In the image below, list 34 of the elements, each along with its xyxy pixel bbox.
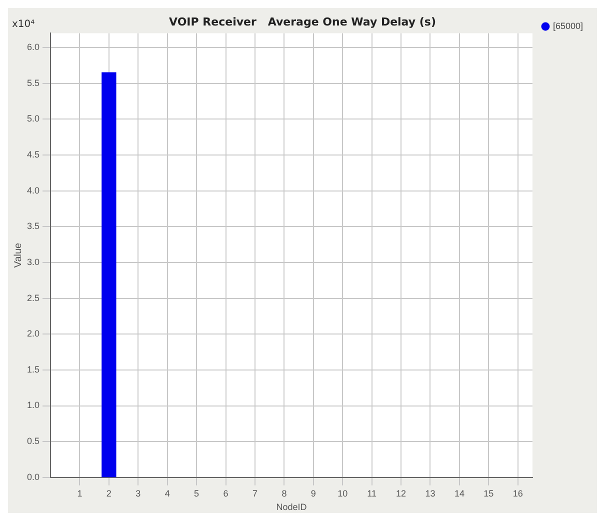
x-tick-label: 15 (484, 488, 494, 498)
y-tick-label: 2.0 (26, 328, 40, 339)
y-tick-label: 5.5 (26, 78, 40, 88)
x-tick-label: 6 (223, 488, 228, 498)
y-tick-label: 5.0 (26, 114, 40, 124)
y-tick-label: 2.5 (26, 292, 40, 303)
x-tick-label: 16 (512, 488, 523, 498)
chart-title: VOIP Receiver Average One Way Delay (s) (169, 15, 436, 28)
x-tick-label: 7 (252, 488, 258, 498)
x-tick-label: 1 (77, 488, 82, 498)
x-tick-label: 12 (396, 488, 406, 498)
x-tick-label: 3 (136, 488, 141, 498)
x-tick-label: 10 (338, 488, 348, 498)
x-tick-label: 14 (454, 488, 464, 498)
legend-label: [65000] (552, 20, 584, 31)
y-tick-label: 1.5 (26, 364, 40, 374)
y-tick-label: 1.0 (26, 400, 40, 410)
x-tick-label: 8 (282, 488, 287, 498)
y-tick-label: 3.5 (26, 221, 40, 232)
y-tick-label: 0.0 (26, 472, 40, 482)
x-axis-title: NodeID (276, 502, 308, 512)
y-tick-label: 4.5 (26, 149, 40, 160)
y-tick-label: 6.0 (26, 42, 40, 52)
x-tick-label: 5 (194, 488, 200, 498)
y-axis-title: Value (12, 242, 24, 268)
x-tick-label: 11 (367, 488, 376, 498)
x-tick-label: 13 (425, 488, 436, 498)
y-tick-label: 0.5 (26, 436, 40, 446)
y-tick-label: 4.0 (26, 185, 40, 196)
y-tick-label: 3.0 (26, 256, 40, 267)
text: x10⁴ (12, 18, 35, 30)
x-tick-label: 9 (310, 488, 316, 498)
x-tick-label: 2 (106, 488, 112, 498)
x-tick-label: 4 (164, 488, 170, 498)
